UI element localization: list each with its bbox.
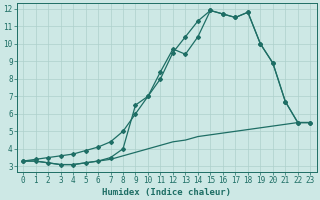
X-axis label: Humidex (Indice chaleur): Humidex (Indice chaleur)	[102, 188, 231, 197]
